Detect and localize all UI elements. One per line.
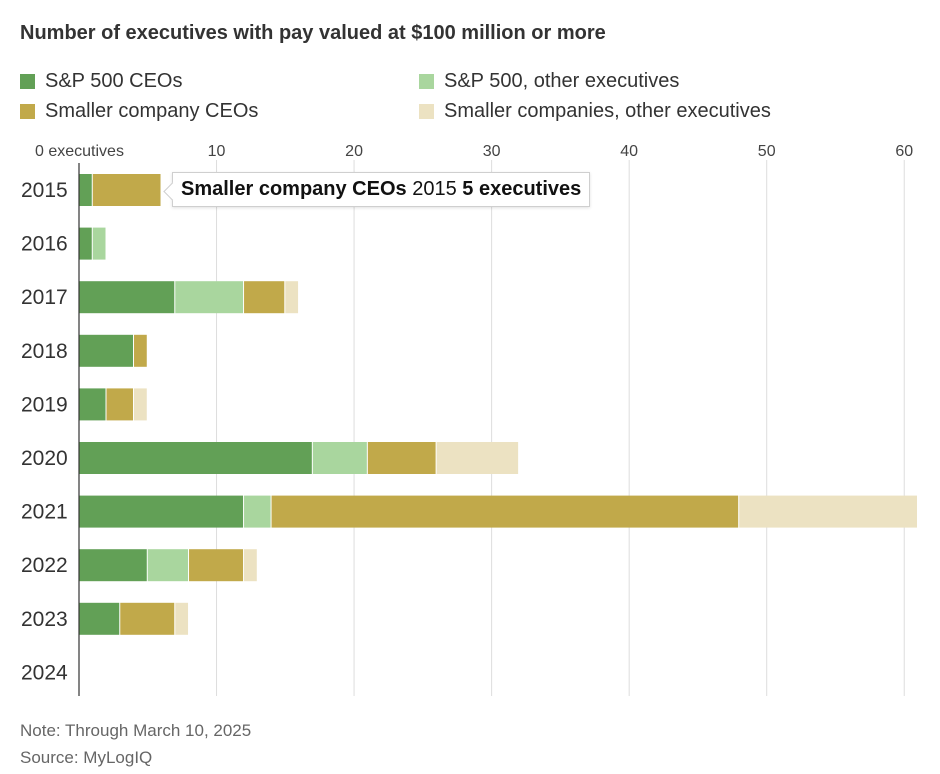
bar-2020-series-3[interactable] <box>436 442 519 474</box>
x-tick-label-0: 0 executives <box>35 143 124 160</box>
grid-layer <box>216 160 905 696</box>
bar-2022-series-1[interactable] <box>147 549 189 582</box>
bar-tooltip: Smaller company CEOs 2015 5 executives <box>163 172 591 207</box>
y-label-2024: 2024 <box>21 661 68 684</box>
legend-label-smaller-ceos: Smaller company CEOs <box>45 100 259 122</box>
x-axis-ticks: 0 executives 10 20 30 40 50 60 <box>35 143 913 160</box>
x-tick-label-10: 10 <box>208 143 226 160</box>
chart-title: Number of executives with pay valued at … <box>20 22 606 44</box>
legend: S&P 500 CEOs S&P 500, other executives S… <box>20 70 920 130</box>
legend-label-sp500-ceos: S&P 500 CEOs <box>45 70 183 92</box>
y-label-2015: 2015 <box>21 179 68 202</box>
tooltip-year: 2015 <box>412 178 457 200</box>
x-tick-label-60: 60 <box>895 143 913 160</box>
x-tick-label-40: 40 <box>620 143 638 160</box>
bar-2020-series-1[interactable] <box>312 442 367 474</box>
bar-2022-series-3[interactable] <box>244 549 257 582</box>
bar-2021-series-3[interactable] <box>739 495 917 528</box>
legend-item-smaller-ceos[interactable]: Smaller company CEOs <box>20 100 258 123</box>
y-label-2023: 2023 <box>21 608 68 631</box>
x-tick-label-20: 20 <box>345 143 363 160</box>
bar-2017-series-2[interactable] <box>244 281 285 314</box>
legend-label-sp500-other: S&P 500, other executives <box>444 70 680 92</box>
legend-label-smaller-other: Smaller companies, other executives <box>444 100 771 122</box>
bar-2021-series-0[interactable] <box>79 495 244 528</box>
bar-2016-series-0[interactable] <box>79 227 92 260</box>
bar-2017-series-0[interactable] <box>79 281 175 314</box>
legend-swatch-sp500-ceos <box>20 74 35 89</box>
x-tick-label-30: 30 <box>483 143 501 160</box>
bar-2019-series-3[interactable] <box>134 388 147 421</box>
y-label-2022: 2022 <box>21 554 68 577</box>
bar-2021-series-1[interactable] <box>244 495 271 528</box>
legend-item-smaller-other[interactable]: Smaller companies, other executives <box>419 100 771 123</box>
chart-source: Source: MyLogIQ <box>20 748 153 767</box>
y-label-2019: 2019 <box>21 393 68 416</box>
bar-2023-series-2[interactable] <box>120 602 175 635</box>
legend-swatch-smaller-ceos <box>20 104 35 119</box>
y-label-2016: 2016 <box>21 233 68 256</box>
bar-2017-series-1[interactable] <box>175 281 244 314</box>
bar-2020-series-0[interactable] <box>79 442 312 474</box>
chart-note: Note: Through March 10, 2025 <box>20 721 252 740</box>
bar-2015-series-0[interactable] <box>79 174 92 206</box>
y-label-2021: 2021 <box>21 501 68 524</box>
bar-2019-series-0[interactable] <box>79 388 106 421</box>
legend-item-sp500-ceos[interactable]: S&P 500 CEOs <box>20 70 182 93</box>
y-label-2018: 2018 <box>21 340 68 363</box>
bar-2019-series-2[interactable] <box>106 388 134 421</box>
y-label-2020: 2020 <box>21 447 68 470</box>
bar-2018-series-2[interactable] <box>134 334 147 367</box>
bar-2016-series-1[interactable] <box>92 227 106 260</box>
bar-2022-series-0[interactable] <box>79 549 147 582</box>
bar-2020-series-2[interactable] <box>367 442 436 474</box>
y-label-2017: 2017 <box>21 286 68 309</box>
tooltip-series: Smaller company CEOs <box>181 178 407 200</box>
legend-swatch-smaller-other <box>419 104 434 119</box>
legend-swatch-sp500-other <box>419 74 434 89</box>
bar-layer <box>79 174 917 635</box>
bar-2021-series-2[interactable] <box>271 495 739 528</box>
bar-2018-series-0[interactable] <box>79 334 134 367</box>
bar-2015-series-2[interactable] <box>92 174 161 206</box>
bar-2023-series-3[interactable] <box>175 602 189 635</box>
tooltip-value: 5 executives <box>462 178 582 200</box>
y-axis-labels: 2015 2016 2017 2018 2019 2020 2021 2022 2023 2024 <box>21 179 68 684</box>
x-tick-label-50: 50 <box>758 143 776 160</box>
legend-item-sp500-other[interactable]: S&P 500, other executives <box>419 70 679 93</box>
bar-2017-series-3[interactable] <box>285 281 299 314</box>
bar-2022-series-2[interactable] <box>189 549 244 582</box>
bar-2023-series-0[interactable] <box>79 602 120 635</box>
